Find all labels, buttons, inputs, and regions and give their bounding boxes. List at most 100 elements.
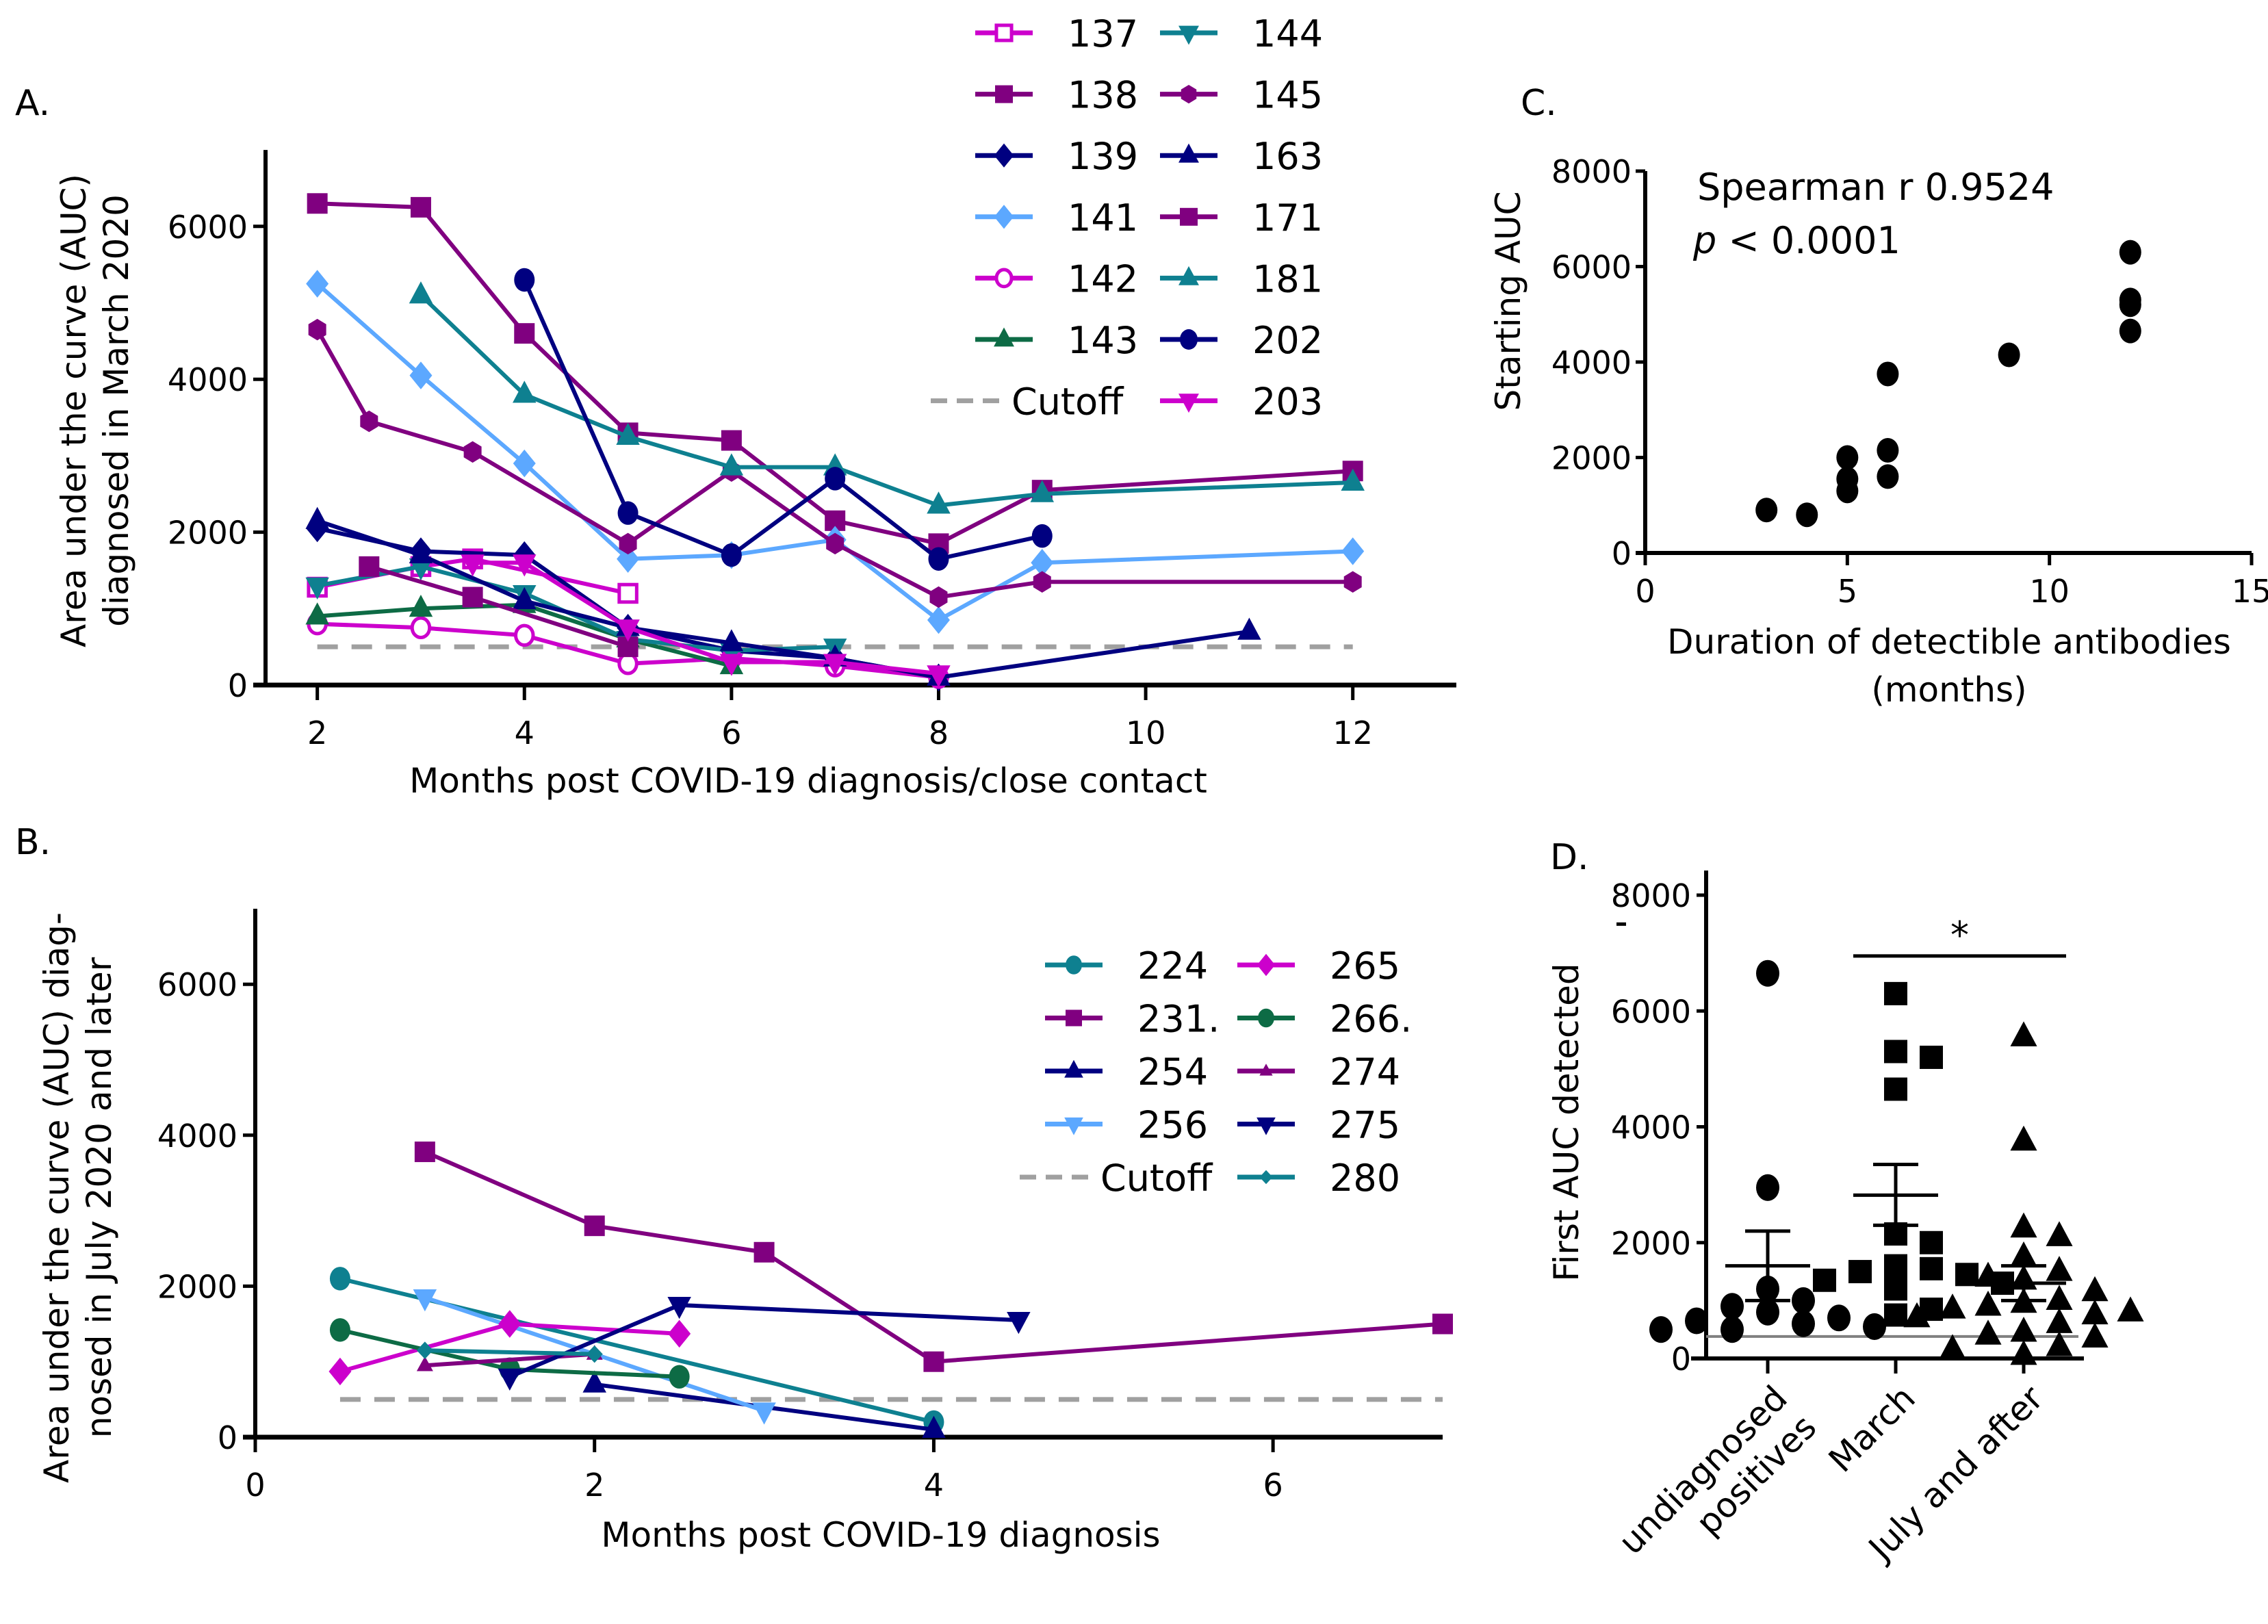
x-tick-label: 10 bbox=[1126, 714, 1166, 751]
panel-b-x-axis-title: Months post COVID-19 diagnosis bbox=[601, 1515, 1160, 1555]
mean-sem-1 bbox=[1853, 1163, 1938, 1227]
legend-marker-icon bbox=[1178, 394, 1199, 413]
legend-label: 141 bbox=[1068, 196, 1138, 240]
data-point bbox=[1756, 959, 1779, 987]
legend-marker-icon bbox=[1066, 1009, 1082, 1027]
series-line bbox=[424, 1150, 1443, 1364]
legend-marker-icon bbox=[994, 327, 1014, 347]
data-point bbox=[359, 556, 380, 577]
data-point bbox=[1920, 1230, 1943, 1254]
y-tick-label: 0 bbox=[228, 667, 248, 704]
data-point bbox=[1884, 1254, 1907, 1278]
data-point bbox=[1007, 1312, 1031, 1335]
y-axis-title-line: Area under the curve (AUC) diag- bbox=[37, 912, 77, 1483]
legend-item-138: 138 bbox=[975, 74, 1138, 117]
y-axis-title-line: Starting AUC bbox=[1489, 191, 1528, 411]
panel-b-legend: 224 231. 254 256 265 266. 274 275 280 Cutoff bbox=[1020, 944, 1412, 1200]
data-point bbox=[513, 554, 537, 577]
data-point bbox=[409, 281, 433, 304]
legend-label: 163 bbox=[1252, 135, 1323, 178]
data-point bbox=[752, 1402, 776, 1425]
panel-d: D. First AUC detected 02000400060008000 … bbox=[1547, 837, 2144, 1569]
series-275 bbox=[498, 1296, 1031, 1391]
x-tick-label: 6 bbox=[721, 714, 741, 751]
data-point bbox=[1863, 1313, 1886, 1341]
series-line bbox=[317, 201, 1353, 546]
data-point bbox=[305, 577, 329, 600]
data-point bbox=[2081, 1276, 2109, 1302]
data-point bbox=[616, 619, 640, 642]
series-138 bbox=[307, 193, 1363, 554]
x-tick-label: 6 bbox=[1263, 1467, 1283, 1504]
y-tick-label: 8000 bbox=[1611, 877, 1691, 914]
data-point bbox=[305, 602, 329, 625]
scatter-point bbox=[2119, 292, 2141, 318]
panel-d-y-axis-title: First AUC detected bbox=[1547, 963, 1586, 1281]
data-point bbox=[416, 1341, 433, 1359]
y-tick-label: 2000 bbox=[1551, 440, 1632, 477]
data-point bbox=[2010, 1125, 2037, 1151]
legend-label: 203 bbox=[1252, 381, 1323, 424]
panel-b: B. Area under the curve (AUC) diag-nosed… bbox=[15, 822, 1453, 1555]
x-tick-label: 10 bbox=[2029, 573, 2070, 610]
category-label-line: March bbox=[1821, 1378, 1923, 1480]
data-point bbox=[669, 1365, 690, 1389]
legend-label: 145 bbox=[1252, 74, 1323, 117]
legend-marker-icon bbox=[1181, 84, 1197, 104]
legend-item-145: 145 bbox=[1160, 74, 1323, 117]
y-axis-title-line: diagnosed in March 2020 bbox=[96, 194, 136, 627]
data-point bbox=[513, 381, 537, 403]
data-point bbox=[1884, 1277, 1907, 1301]
scatter-point bbox=[2119, 240, 2141, 265]
y-axis-title-line: nosed in July 2020 and later bbox=[79, 957, 119, 1438]
data-point bbox=[1939, 1334, 1966, 1359]
panel-a: A. Area under the curve (AUC) diagnosed i… bbox=[15, 12, 1456, 801]
panel-a-y-axis-title: Area under the curve (AUC) diagnosed in M… bbox=[54, 174, 136, 647]
scatter-point bbox=[1755, 498, 1778, 523]
scatter-point bbox=[1998, 342, 2020, 368]
legend-label: 280 bbox=[1330, 1157, 1400, 1200]
data-point bbox=[329, 1318, 350, 1342]
mean-sem-2 bbox=[1981, 1264, 2066, 1302]
data-point bbox=[2010, 1212, 2037, 1238]
series-203 bbox=[461, 554, 951, 688]
legend-item-203: 203 bbox=[1160, 381, 1323, 424]
panel-c-x-axis-title: Duration of detectible antibodies (months… bbox=[1667, 622, 2231, 710]
legend-item-275: 275 bbox=[1237, 1104, 1400, 1147]
legend-label: 181 bbox=[1252, 257, 1323, 300]
data-point bbox=[922, 1415, 946, 1438]
panel-a-axes: 0 2000 4000 6000 2 4 6 8 10 12 bbox=[168, 150, 1456, 751]
data-point bbox=[2046, 1331, 2073, 1356]
legend-item-231: 231. bbox=[1045, 998, 1220, 1041]
y-tick-label: 4000 bbox=[1551, 344, 1632, 381]
data-point bbox=[616, 422, 640, 445]
legend-label: 171 bbox=[1252, 196, 1323, 240]
data-point bbox=[923, 1351, 944, 1372]
data-point bbox=[463, 441, 482, 463]
legend-label: 265 bbox=[1330, 944, 1400, 988]
data-point bbox=[1848, 1260, 1872, 1284]
y-tick-label: 4000 bbox=[1611, 1109, 1691, 1146]
data-point bbox=[1756, 1298, 1779, 1326]
data-point bbox=[1033, 571, 1051, 593]
data-point bbox=[514, 268, 535, 292]
legend-label: 202 bbox=[1252, 319, 1323, 362]
data-point bbox=[826, 532, 845, 555]
y-tick-label: 4000 bbox=[157, 1118, 237, 1155]
data-point bbox=[328, 1357, 352, 1386]
y-tick-label: 4000 bbox=[168, 361, 248, 398]
series-line bbox=[424, 1348, 595, 1356]
data-point bbox=[409, 361, 433, 389]
panel-b-axes: 0 2000 4000 6000 0 2 4 6 bbox=[157, 908, 1443, 1504]
data-point bbox=[2046, 1308, 2073, 1333]
data-point bbox=[2117, 1296, 2144, 1322]
p-symbol: p bbox=[1692, 219, 1716, 262]
legend-item-144: 144 bbox=[1160, 12, 1323, 55]
data-point bbox=[586, 1345, 603, 1363]
x-tick-label: 0 bbox=[245, 1467, 265, 1504]
legend-item-171: 171 bbox=[1160, 196, 1323, 240]
panel-b-y-axis-title: Area under the curve (AUC) diag-nosed in… bbox=[37, 912, 119, 1483]
series-line bbox=[522, 279, 1043, 561]
data-point bbox=[825, 467, 846, 491]
